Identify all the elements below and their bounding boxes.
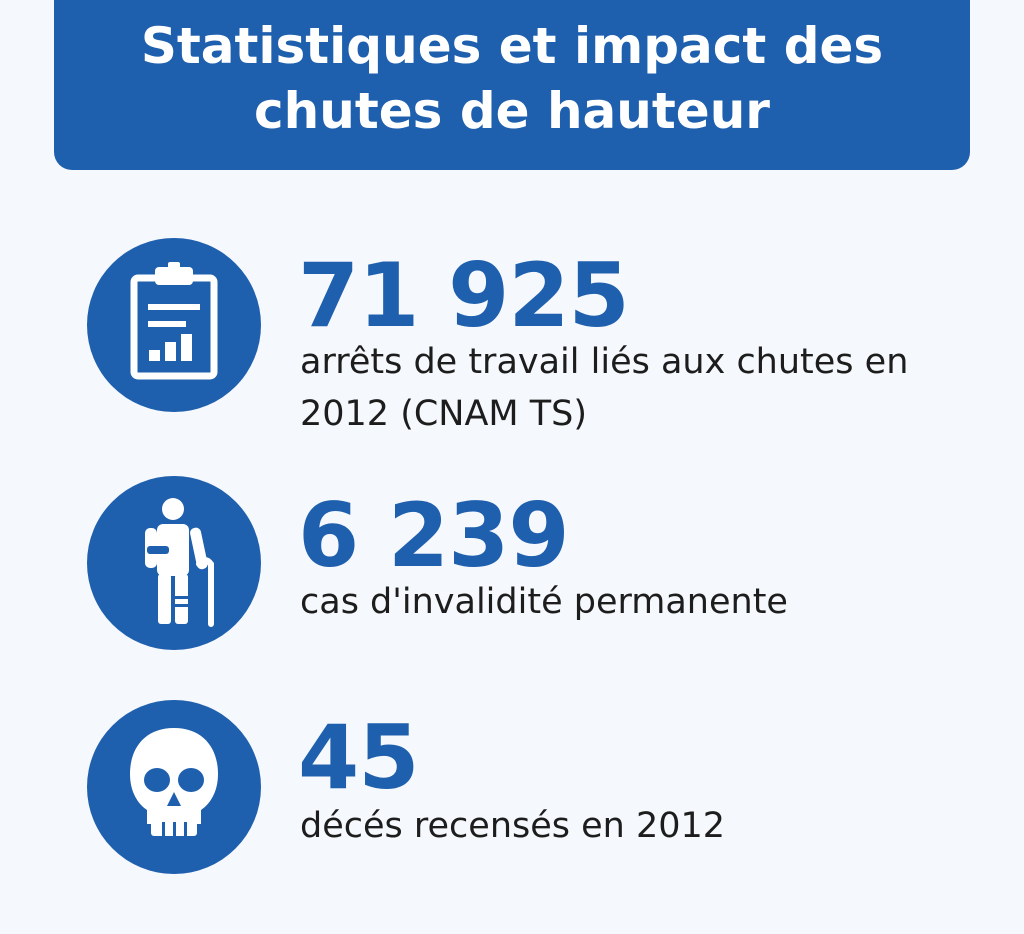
skull-icon: [87, 700, 261, 874]
stat-description: cas d'invalidité permanente: [300, 582, 788, 622]
title-banner: Statistiques et impact des chutes de hau…: [54, 0, 970, 170]
stat-deaths: 45 décés recensés en 2012: [0, 700, 1024, 874]
stat-number: 71 925: [298, 244, 630, 347]
stat-work-stoppages: 71 925 arrêts de travail liés aux chutes…: [0, 238, 1024, 434]
stat-description: décés recensés en 2012: [300, 806, 726, 846]
stat-description: arrêts de travail liés aux chutes en 201…: [300, 342, 909, 434]
stat-number: 6 239: [298, 484, 570, 587]
clipboard-chart-icon: [87, 238, 261, 412]
stat-permanent-disability: 6 239 cas d'invalidité permanente: [0, 476, 1024, 650]
stat-number: 45: [298, 706, 419, 809]
page-title: Statistiques et impact des chutes de hau…: [140, 17, 884, 140]
injured-person-icon: [87, 476, 261, 650]
